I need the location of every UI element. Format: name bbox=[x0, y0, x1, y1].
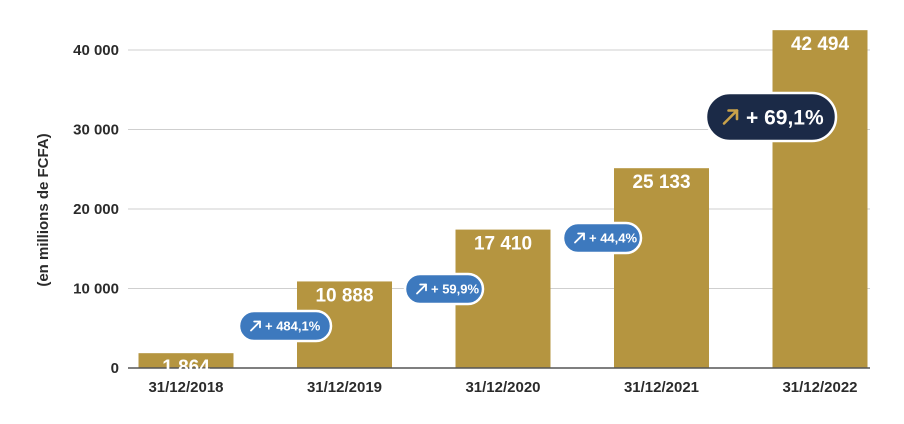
growth-badge-pill bbox=[561, 221, 643, 255]
arrow-up-right-icon bbox=[416, 283, 427, 295]
growth-badge: + 484,1% bbox=[237, 309, 333, 343]
y-tick-label: 10 000 bbox=[73, 281, 119, 298]
growth-label: + 44,4% bbox=[589, 231, 638, 246]
x-tick-label: 31/12/2019 bbox=[307, 379, 382, 396]
data-labels: 1 864 10 888 17 410 25 133 42 494 bbox=[162, 34, 849, 378]
x-axis-ticks: 31/12/2018 31/12/2019 31/12/2020 31/12/2021… bbox=[148, 379, 857, 396]
y-axis-label: (en millions de FCFA) bbox=[35, 133, 52, 286]
growth-badge-pill bbox=[403, 272, 485, 306]
growth-badge: + 44,4% bbox=[561, 221, 643, 255]
bar bbox=[138, 353, 234, 368]
data-label: 42 494 bbox=[791, 34, 850, 55]
arrow-up-right-icon bbox=[722, 109, 739, 125]
growth-badge-pill bbox=[704, 91, 838, 143]
data-label: 1 864 bbox=[162, 357, 210, 378]
x-tick-label: 31/12/2020 bbox=[465, 379, 540, 396]
growth-badge: + 69,1% bbox=[704, 91, 838, 143]
bar bbox=[772, 30, 868, 368]
x-tick-label: 31/12/2022 bbox=[782, 379, 857, 396]
y-tick-label: 30 000 bbox=[73, 122, 119, 139]
data-label: 17 410 bbox=[474, 234, 532, 255]
y-tick-label: 0 bbox=[111, 360, 119, 377]
growth-badge: + 59,9% bbox=[403, 272, 485, 306]
growth-label: + 69,1% bbox=[746, 107, 824, 130]
data-label: 25 133 bbox=[632, 172, 690, 193]
growth-label: + 59,9% bbox=[431, 282, 480, 297]
y-tick-label: 20 000 bbox=[73, 201, 119, 218]
bars bbox=[138, 30, 868, 368]
growth-badge-pill bbox=[237, 309, 333, 343]
arrow-up-right-icon bbox=[250, 320, 261, 332]
y-tick-label: 40 000 bbox=[73, 42, 119, 59]
x-tick-label: 31/12/2018 bbox=[148, 379, 223, 396]
arrow-up-right-icon bbox=[574, 232, 585, 244]
x-tick-label: 31/12/2021 bbox=[624, 379, 699, 396]
y-axis-ticks: 0 10 000 20 000 30 000 40 000 bbox=[73, 42, 119, 377]
growth-label: + 484,1% bbox=[265, 319, 321, 334]
data-label: 10 888 bbox=[315, 285, 373, 306]
bar bbox=[614, 168, 709, 368]
growth-badges: + 484,1% + 59,9% + 44,4% + 69,1% bbox=[237, 91, 838, 343]
